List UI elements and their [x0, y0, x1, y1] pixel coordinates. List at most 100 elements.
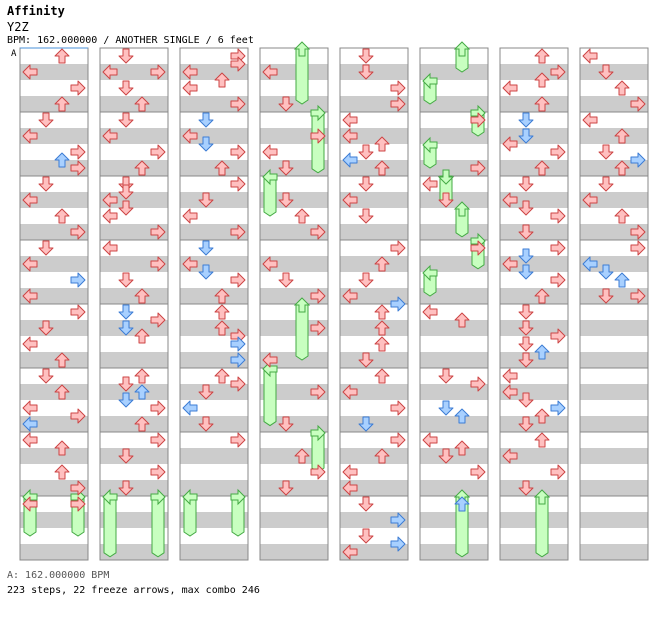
- down-arrow-icon: [438, 448, 454, 464]
- freeze-head-up-arrow-icon: [533, 489, 551, 505]
- freeze-arrow: [150, 488, 166, 558]
- freeze-arrow: [453, 201, 471, 238]
- left-arrow-icon: [22, 256, 38, 272]
- left-arrow-icon: [342, 480, 358, 496]
- up-arrow-icon: [54, 48, 70, 64]
- up-arrow-icon: [134, 328, 150, 344]
- down-arrow-icon: [518, 112, 534, 128]
- beat-stripe: [420, 224, 488, 240]
- beat-stripe: [340, 96, 408, 112]
- beat-stripe: [500, 352, 568, 368]
- up-arrow-icon: [374, 160, 390, 176]
- up-arrow-icon: [134, 368, 150, 384]
- beat-stripe: [580, 512, 648, 528]
- beat-stripe: [20, 224, 88, 240]
- freeze-head-left-arrow-icon: [102, 488, 118, 506]
- beat-stripe: [100, 320, 168, 336]
- beat-stripe: [500, 96, 568, 112]
- up-arrow-icon: [214, 320, 230, 336]
- left-arrow-icon: [262, 256, 278, 272]
- chart-column: [99, 47, 169, 561]
- beat-stripe: [100, 512, 168, 528]
- beat-stripe: [580, 448, 648, 464]
- beat-stripe: [260, 544, 328, 560]
- right-arrow-icon: [470, 112, 486, 128]
- freeze-arrow: [533, 489, 551, 558]
- down-arrow-icon: [518, 320, 534, 336]
- right-arrow-icon: [550, 208, 566, 224]
- down-arrow-icon: [198, 264, 214, 280]
- beat-stripe: [340, 320, 408, 336]
- beat-stripe: [580, 256, 648, 272]
- beat-stripe: [20, 192, 88, 208]
- up-arrow-icon: [374, 320, 390, 336]
- right-arrow-icon: [70, 224, 86, 240]
- beat-stripe: [420, 384, 488, 400]
- right-arrow-icon: [150, 256, 166, 272]
- beat-stripe: [180, 544, 248, 560]
- left-arrow-icon: [582, 112, 598, 128]
- freeze-arrow: [453, 41, 471, 73]
- beat-stripe: [20, 416, 88, 432]
- right-arrow-icon: [630, 224, 646, 240]
- left-arrow-icon: [342, 384, 358, 400]
- down-arrow-icon: [358, 416, 374, 432]
- beat-stripe: [500, 224, 568, 240]
- left-arrow-icon: [22, 336, 38, 352]
- down-arrow-icon: [518, 416, 534, 432]
- beat-stripe: [580, 128, 648, 144]
- left-arrow-icon: [422, 304, 438, 320]
- right-arrow-icon: [470, 160, 486, 176]
- down-arrow-icon: [518, 480, 534, 496]
- beat-stripe: [180, 224, 248, 240]
- up-arrow-icon: [534, 96, 550, 112]
- beat-stripe: [420, 448, 488, 464]
- beat-stripe: [260, 320, 328, 336]
- freeze-arrow: [262, 168, 278, 217]
- beat-stripe: [340, 448, 408, 464]
- up-arrow-icon: [54, 208, 70, 224]
- beat-stripe: [180, 96, 248, 112]
- left-arrow-icon: [342, 152, 358, 168]
- up-arrow-icon: [54, 152, 70, 168]
- right-arrow-icon: [150, 312, 166, 328]
- left-arrow-icon: [342, 544, 358, 560]
- down-arrow-icon: [118, 392, 134, 408]
- beat-stripe: [500, 480, 568, 496]
- freeze-arrow: [230, 488, 246, 537]
- beat-stripe: [260, 64, 328, 80]
- beat-stripe: [260, 224, 328, 240]
- right-arrow-icon: [470, 464, 486, 480]
- freeze-arrow: [422, 72, 438, 105]
- up-arrow-icon: [614, 208, 630, 224]
- up-arrow-icon: [134, 96, 150, 112]
- left-arrow-icon: [502, 256, 518, 272]
- freeze-head-down-arrow-icon: [437, 169, 455, 185]
- beat-stripe: [180, 352, 248, 368]
- down-arrow-icon: [198, 112, 214, 128]
- beat-stripe: [500, 128, 568, 144]
- freeze-head-left-arrow-icon: [262, 168, 278, 186]
- right-arrow-icon: [230, 376, 246, 392]
- beat-stripe: [340, 160, 408, 176]
- up-arrow-icon: [374, 368, 390, 384]
- right-arrow-icon: [390, 240, 406, 256]
- beat-stripe: [580, 416, 648, 432]
- down-arrow-icon: [598, 176, 614, 192]
- down-arrow-icon: [518, 264, 534, 280]
- right-arrow-icon: [310, 320, 326, 336]
- right-arrow-icon: [390, 296, 406, 312]
- beat-stripe: [500, 416, 568, 432]
- right-arrow-icon: [550, 240, 566, 256]
- beat-stripe: [100, 352, 168, 368]
- beat-stripe: [500, 384, 568, 400]
- up-arrow-icon: [534, 344, 550, 360]
- beat-stripe: [180, 416, 248, 432]
- down-arrow-icon: [278, 96, 294, 112]
- down-arrow-icon: [518, 176, 534, 192]
- beat-stripe: [580, 96, 648, 112]
- down-arrow-icon: [278, 416, 294, 432]
- left-arrow-icon: [262, 64, 278, 80]
- down-arrow-icon: [358, 144, 374, 160]
- right-arrow-icon: [630, 96, 646, 112]
